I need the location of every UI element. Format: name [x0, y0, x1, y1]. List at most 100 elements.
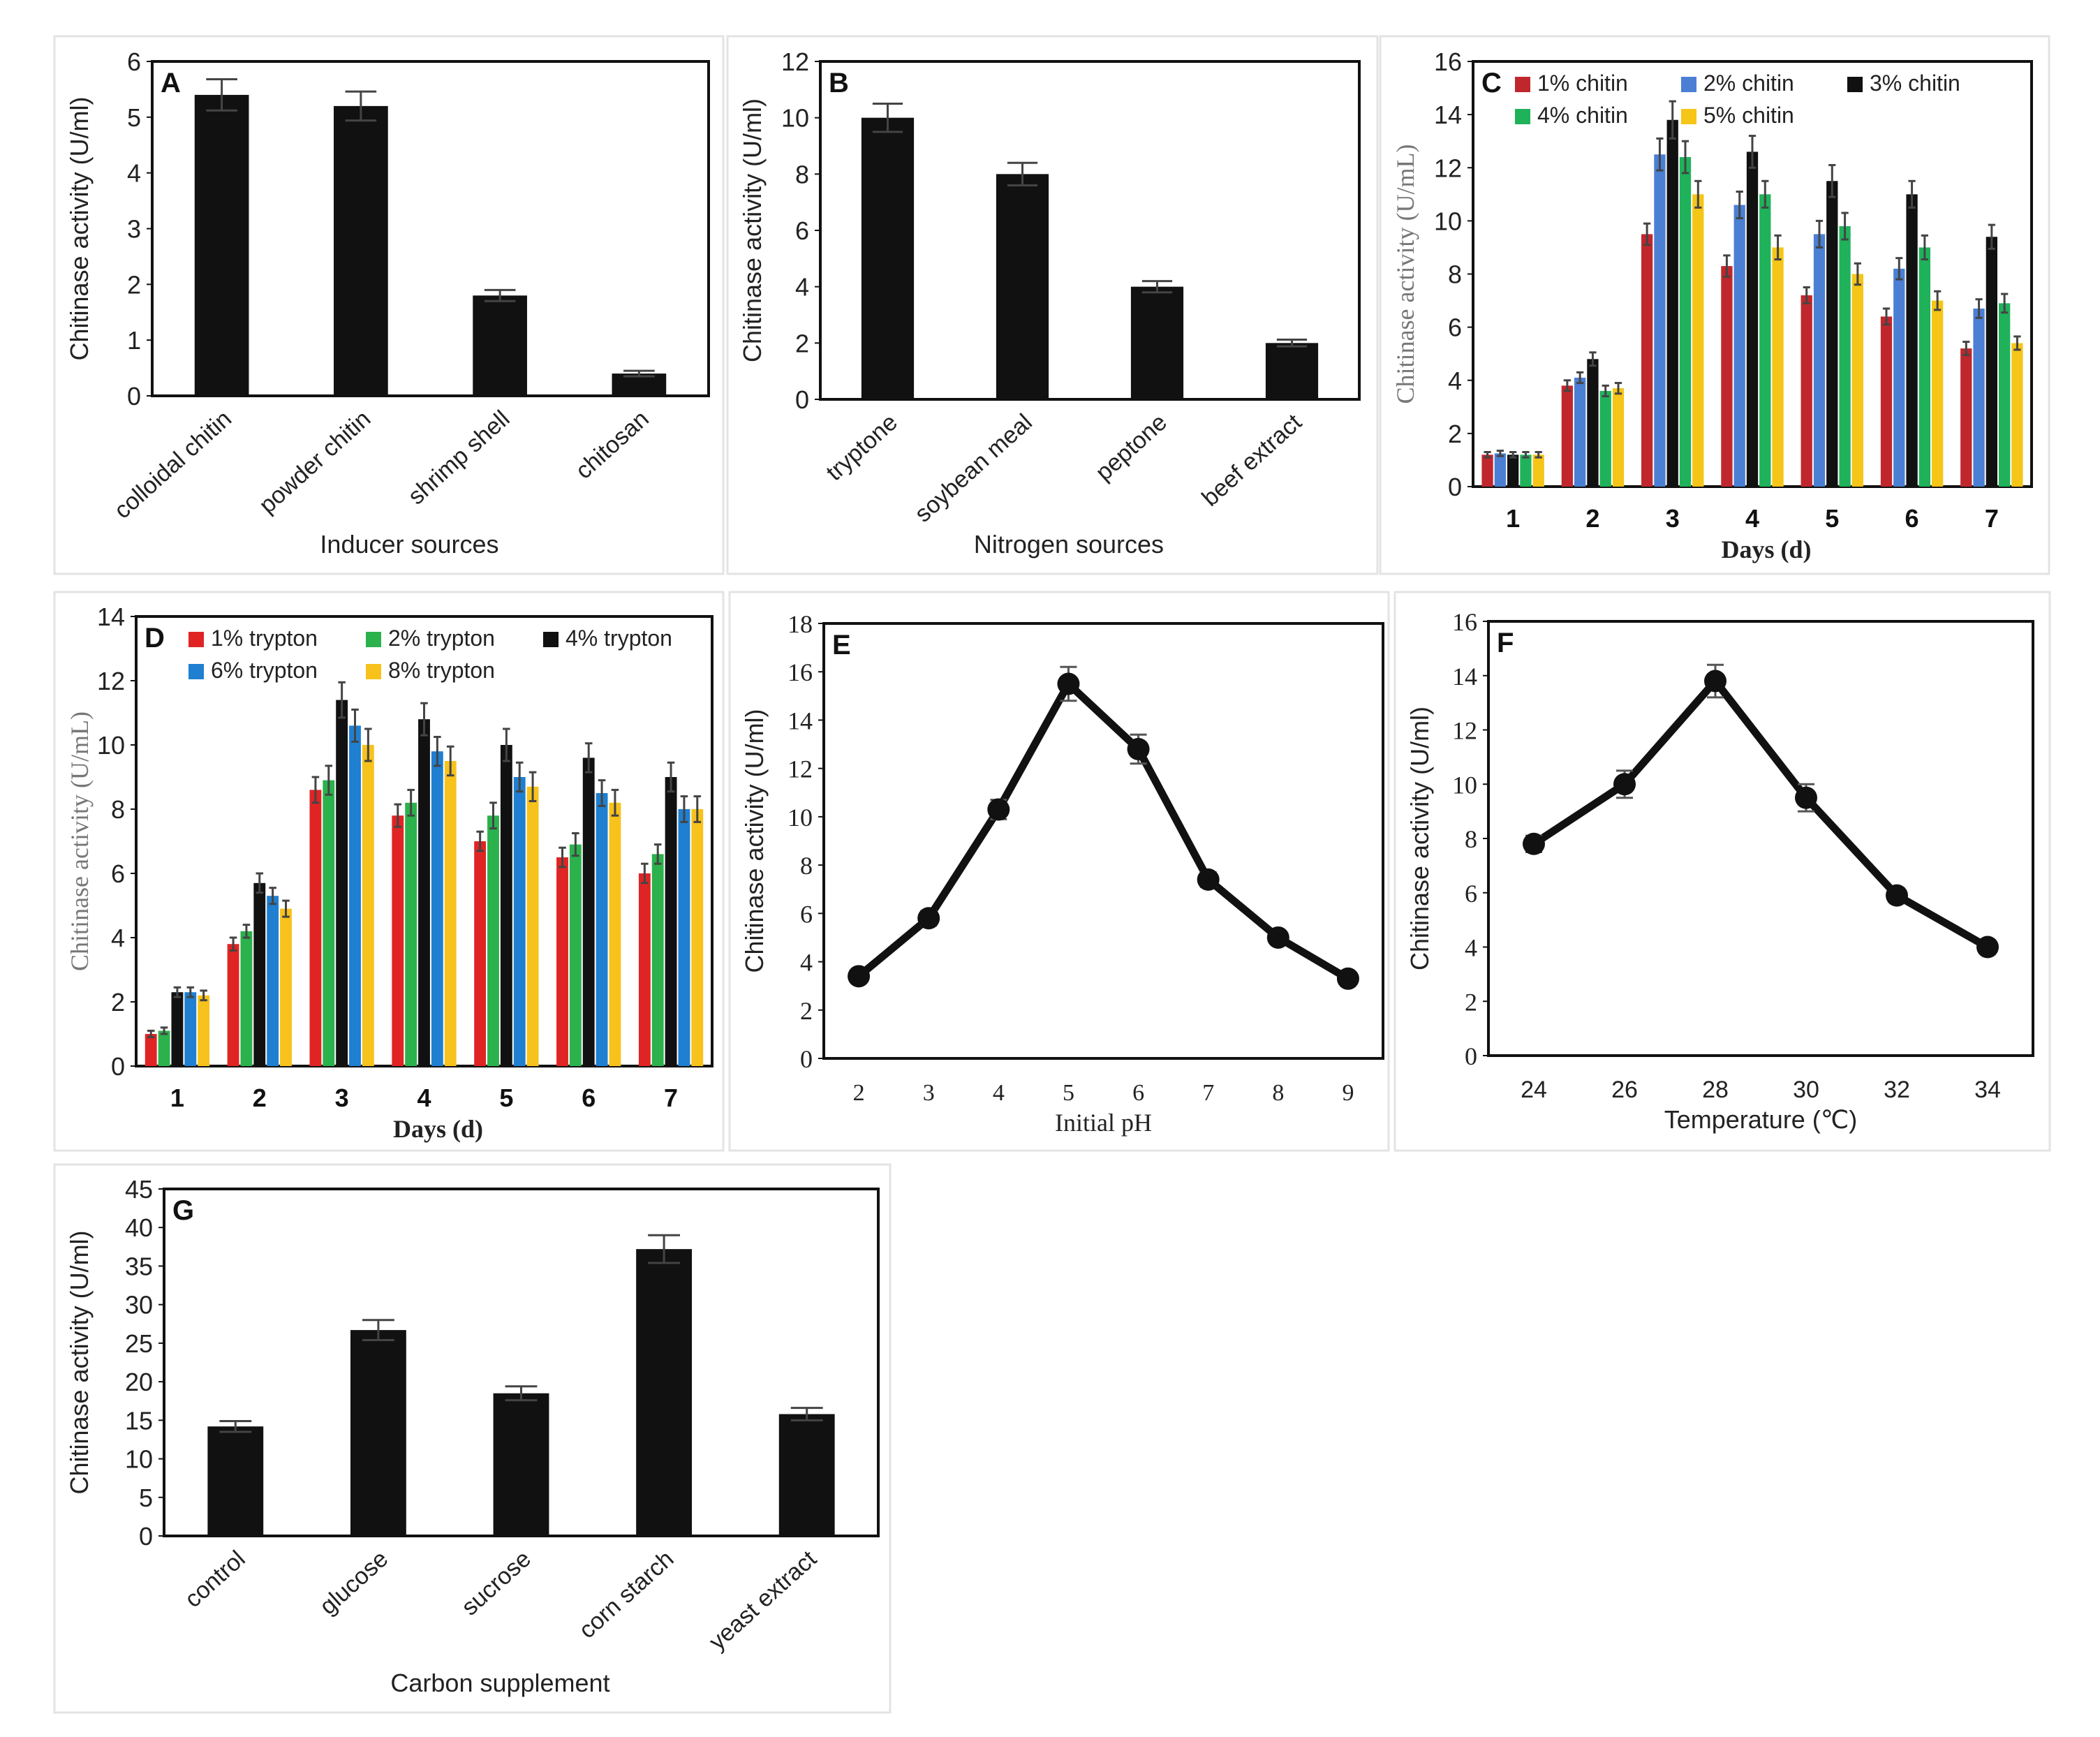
x-tick-label: 4: [417, 1084, 431, 1112]
bar: [996, 174, 1049, 400]
x-tick-label: 28: [1702, 1077, 1729, 1103]
error-bar: [311, 776, 320, 804]
legend-label: 6% trypton: [211, 658, 318, 683]
error-bar: [489, 801, 497, 830]
x-tick-label: 5: [1825, 504, 1839, 533]
bar: [569, 844, 582, 1066]
error-bar: [1761, 179, 1769, 209]
error-bar: [484, 288, 516, 302]
legend-swatch: [188, 632, 204, 647]
data-point: [1197, 868, 1220, 891]
y-tick-label: 25: [125, 1329, 153, 1358]
y-tick-label: 8: [795, 160, 809, 189]
bar: [1130, 286, 1184, 399]
bar: [582, 757, 595, 1066]
error-bar: [1882, 307, 1891, 326]
bar: [2011, 343, 2023, 487]
error-bar: [611, 788, 619, 817]
bar: [1813, 234, 1826, 487]
error-bar: [1484, 451, 1491, 459]
series-line: [1531, 677, 1990, 951]
legend-item: 4% chitin: [1515, 103, 1628, 128]
data-point: [1127, 737, 1150, 760]
error-bar: [503, 727, 510, 762]
data-point: [987, 798, 1010, 821]
error-bar: [1563, 379, 1571, 392]
data-point: [1704, 670, 1726, 693]
bar: [1494, 453, 1506, 487]
bar: [1599, 390, 1611, 487]
y-tick-label: 4: [800, 949, 813, 977]
bar: [227, 944, 239, 1066]
bar: [609, 802, 621, 1066]
panel-border: [726, 35, 1379, 575]
y-tick-label: 18: [788, 610, 813, 638]
bar: [1880, 316, 1893, 487]
y-tick-label: 14: [788, 707, 813, 734]
bar: [1759, 194, 1771, 487]
y-tick-label: 10: [97, 731, 125, 760]
x-tick-label: 1: [1506, 504, 1520, 533]
data-point: [1336, 967, 1359, 990]
legend-label: 2% trypton: [388, 626, 495, 651]
y-tick-label: 0: [139, 1522, 153, 1551]
error-bar: [1723, 254, 1731, 278]
y-tick-label: 0: [800, 1045, 813, 1073]
x-axis-label: Days (d): [393, 1115, 483, 1143]
error-bar: [325, 764, 333, 796]
y-tick-label: 8: [111, 795, 125, 824]
error-bar: [206, 78, 237, 112]
bar: [1960, 348, 1972, 487]
y-tick-label: 5: [127, 103, 141, 132]
data-point: [1523, 832, 1545, 855]
bar: [253, 882, 266, 1066]
x-tick-label: 3: [923, 1080, 935, 1106]
error-bar: [1803, 286, 1810, 304]
panel-border: [53, 1163, 892, 1714]
bar: [473, 295, 527, 396]
x-tick-label: 5: [499, 1084, 513, 1112]
bar: [431, 751, 443, 1066]
y-tick-label: 6: [800, 900, 813, 928]
error-bar: [1975, 298, 1983, 319]
error-bar: [1908, 179, 1916, 209]
error-bar: [282, 899, 290, 918]
panel-label: F: [1497, 628, 1514, 658]
error-bar: [434, 736, 441, 767]
bar: [309, 790, 322, 1066]
panel-border: [728, 591, 1390, 1152]
x-axis-label: Inducer sources: [320, 530, 498, 559]
error-bar: [1921, 234, 1928, 261]
y-tick-label: 2: [1465, 988, 1477, 1016]
bar: [651, 854, 664, 1066]
x-tick-label: 2: [253, 1084, 267, 1112]
y-tick-label: 1: [127, 326, 141, 355]
error-bar: [648, 1234, 681, 1264]
error-bar: [173, 986, 182, 998]
legend-item: 8% trypton: [366, 658, 495, 683]
legend-label: 4% trypton: [565, 626, 672, 651]
legend-swatch: [366, 632, 381, 647]
error-bar: [1736, 191, 1743, 220]
error-bar: [1141, 280, 1173, 294]
bar: [556, 857, 568, 1066]
error-bar: [345, 90, 377, 122]
bar: [1986, 237, 1997, 487]
bar: [500, 745, 512, 1066]
error-bar: [1589, 351, 1597, 367]
y-tick-label: 14: [97, 603, 125, 631]
bar: [596, 793, 608, 1066]
y-tick-label: 0: [127, 382, 141, 411]
error-bar: [269, 887, 276, 906]
x-tick-label: 3: [335, 1084, 349, 1112]
legend-item: 4% trypton: [543, 626, 672, 651]
error-bar: [219, 1419, 252, 1433]
error-bar: [407, 788, 415, 817]
bar: [207, 1426, 264, 1536]
y-tick-label: 8: [1448, 260, 1462, 289]
x-tick-label: control: [179, 1546, 250, 1613]
bar: [1520, 454, 1532, 487]
error-bar: [1934, 290, 1942, 311]
